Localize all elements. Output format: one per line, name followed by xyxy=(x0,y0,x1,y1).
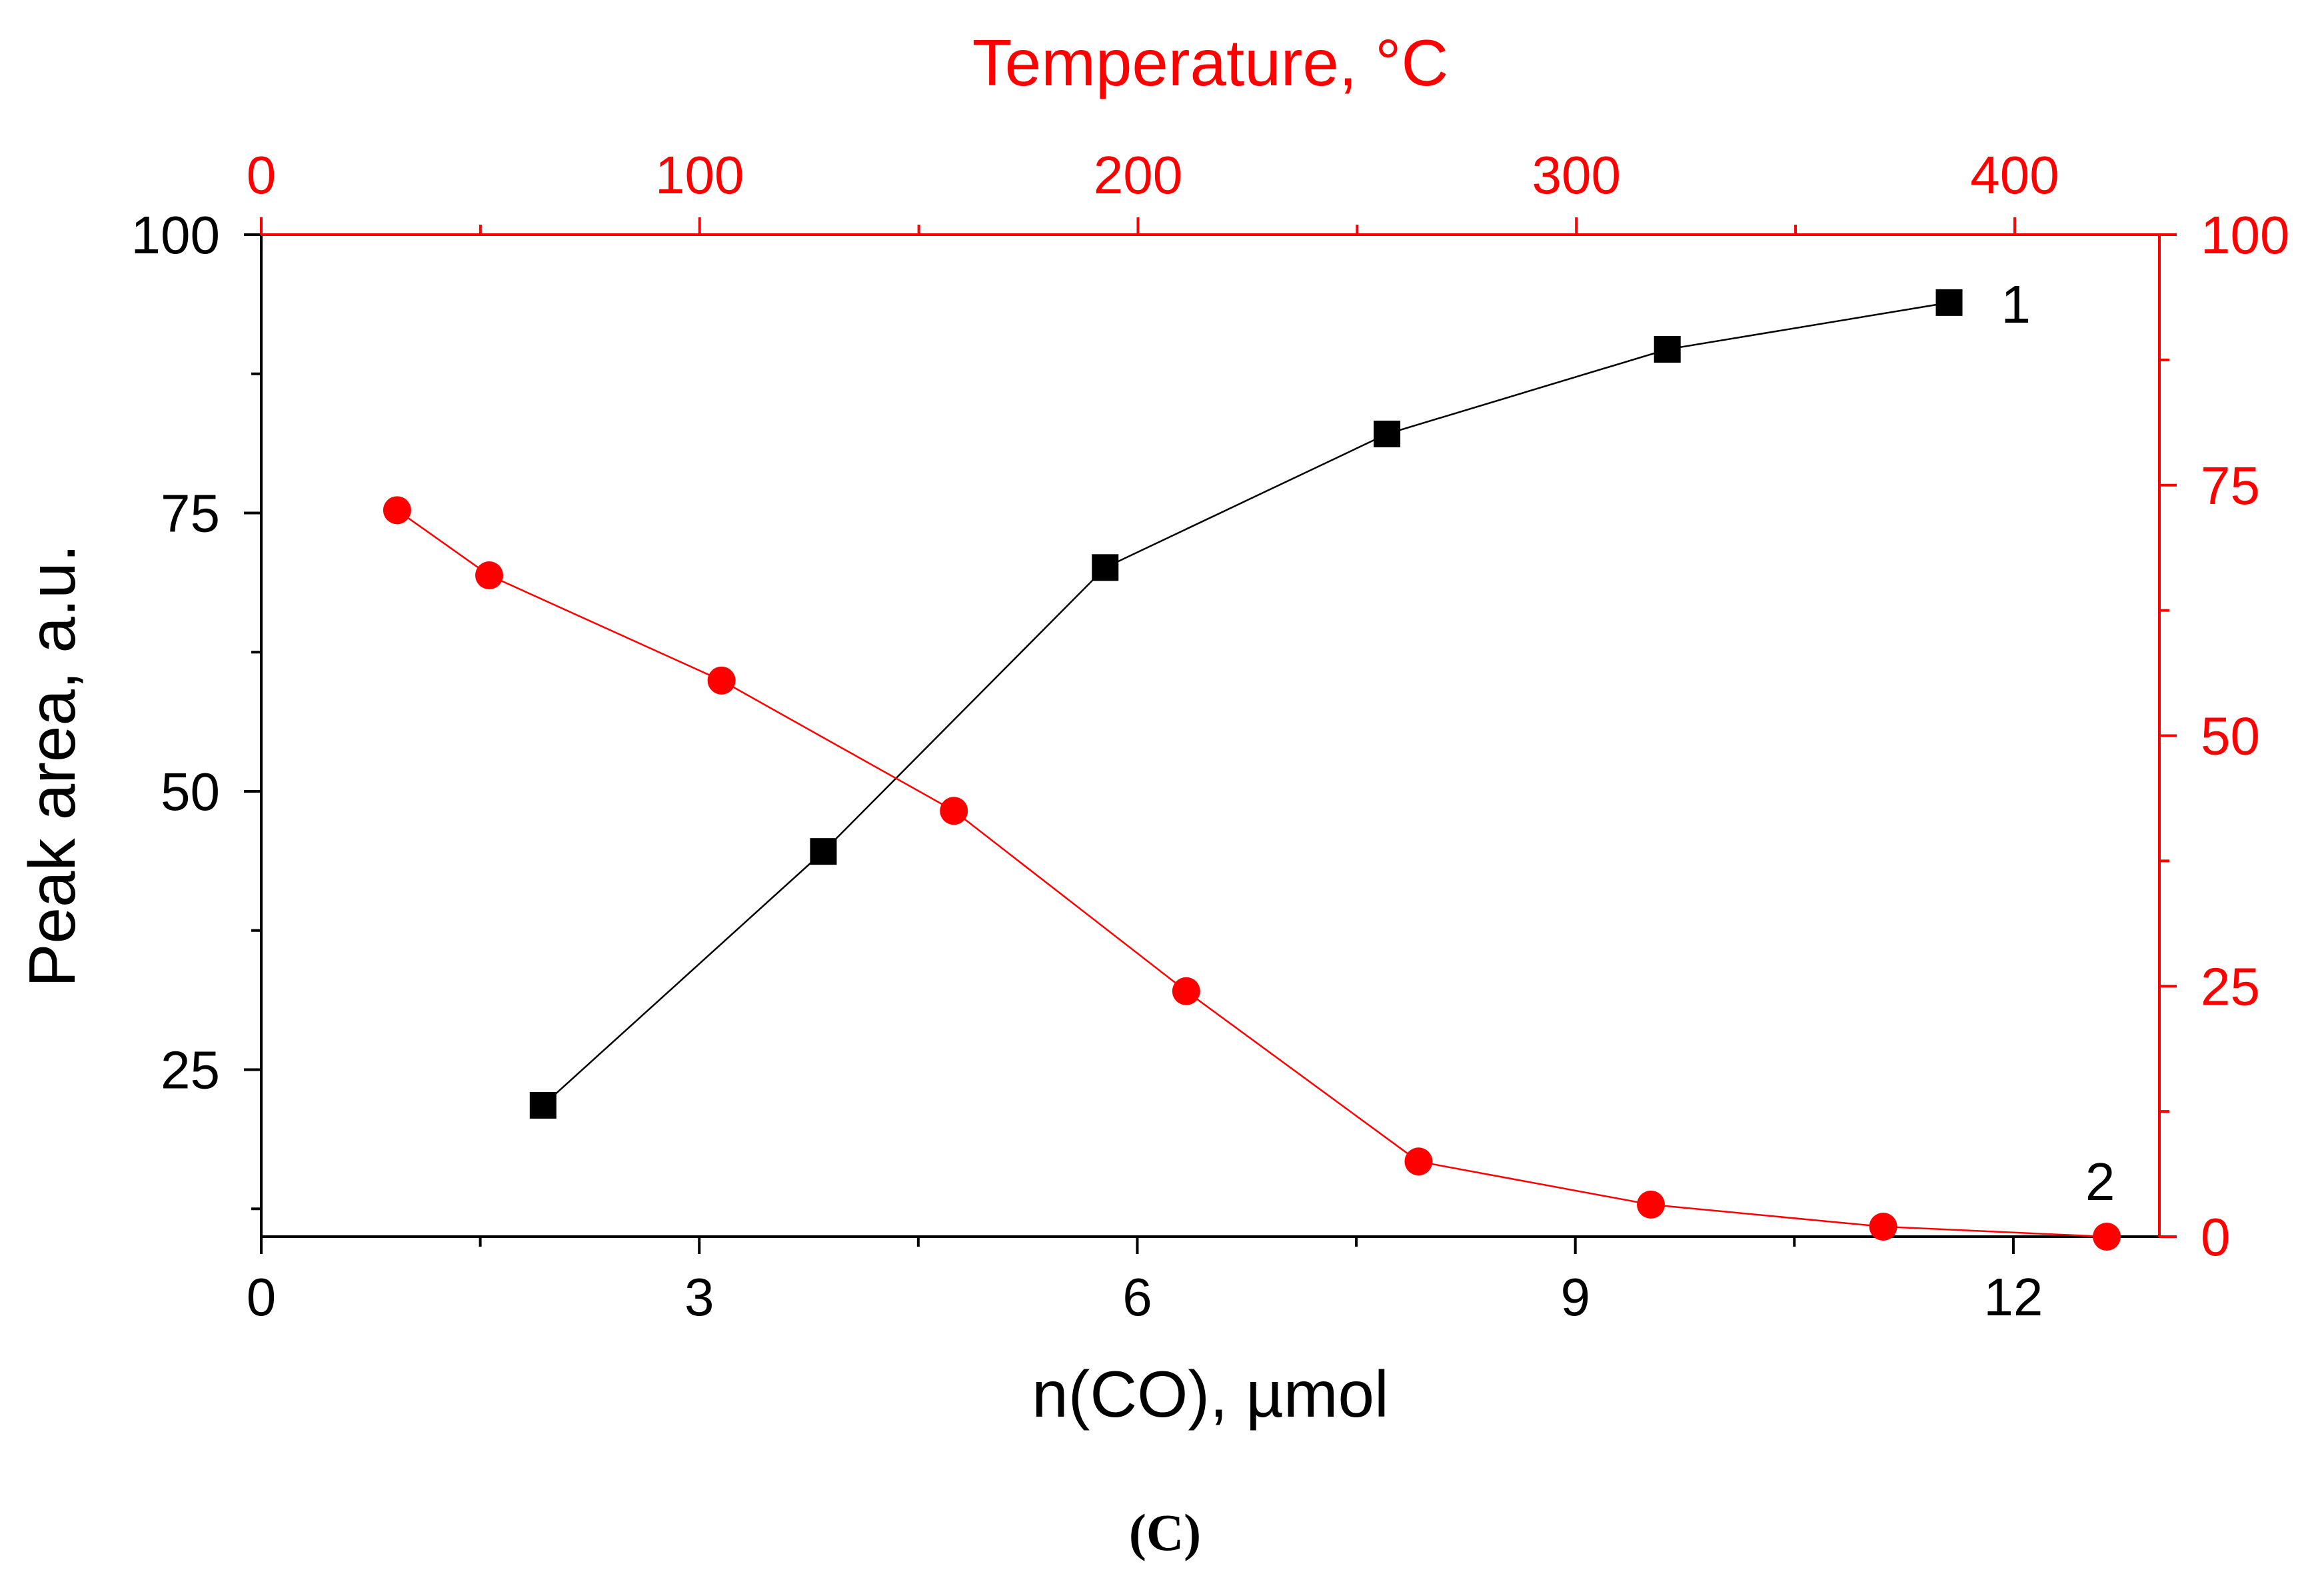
right-y-tick-label: 0 xyxy=(2201,1207,2231,1267)
x-tick-label: 3 xyxy=(684,1267,714,1327)
series-2-point xyxy=(2093,1223,2121,1251)
x-tick-label: 6 xyxy=(1122,1267,1152,1327)
x-tick-label: 12 xyxy=(1983,1267,2043,1327)
y-tick-label: 25 xyxy=(161,1041,220,1100)
series-2-point xyxy=(1637,1190,1666,1219)
series-1-point xyxy=(1654,336,1681,363)
right-y-tick-label: 25 xyxy=(2201,957,2260,1016)
top-x-tick-label: 300 xyxy=(1532,145,1620,205)
series-1-label: 1 xyxy=(2001,275,2031,334)
series-1-line xyxy=(542,301,1949,1106)
y-axis-label: Peak area, a.u. xyxy=(15,544,89,987)
y-tick-label: 75 xyxy=(161,484,220,543)
top-x-axis-label: Temperature, °C xyxy=(972,26,1449,99)
series-2-point xyxy=(940,797,968,825)
series-2-label: 2 xyxy=(2085,1152,2115,1211)
x-tick-label: 9 xyxy=(1560,1267,1590,1327)
series-2-point xyxy=(1172,977,1200,1005)
top-x-tick-label: 400 xyxy=(1970,145,2059,205)
series-2-point xyxy=(1404,1147,1433,1176)
series-2-point xyxy=(707,666,736,695)
figure-caption: (C) xyxy=(1129,1503,1201,1561)
series-2-point xyxy=(475,561,504,590)
y-tick-label: 100 xyxy=(131,205,220,265)
y-tick-label: 50 xyxy=(161,762,220,821)
right-y-tick-label: 50 xyxy=(2201,707,2260,766)
right-y-tick-label: 75 xyxy=(2201,456,2260,515)
series-1-point xyxy=(810,838,837,865)
top-x-tick-label: 0 xyxy=(247,145,277,205)
x-tick-label: 0 xyxy=(247,1267,277,1327)
series-2-point xyxy=(383,496,411,525)
x-axis-label: n(CO), µmol xyxy=(1032,1357,1389,1431)
series-1-point xyxy=(529,1091,557,1119)
series-2-line xyxy=(397,509,2107,1238)
series-1-point xyxy=(1935,289,1963,316)
top-x-tick-label: 200 xyxy=(1094,145,1182,205)
series-1-point xyxy=(1092,554,1119,581)
top-x-tick-label: 100 xyxy=(655,145,744,205)
series-2-point xyxy=(1869,1212,1897,1241)
right-y-tick-label: 100 xyxy=(2201,205,2289,265)
series-1-point xyxy=(1374,420,1401,447)
